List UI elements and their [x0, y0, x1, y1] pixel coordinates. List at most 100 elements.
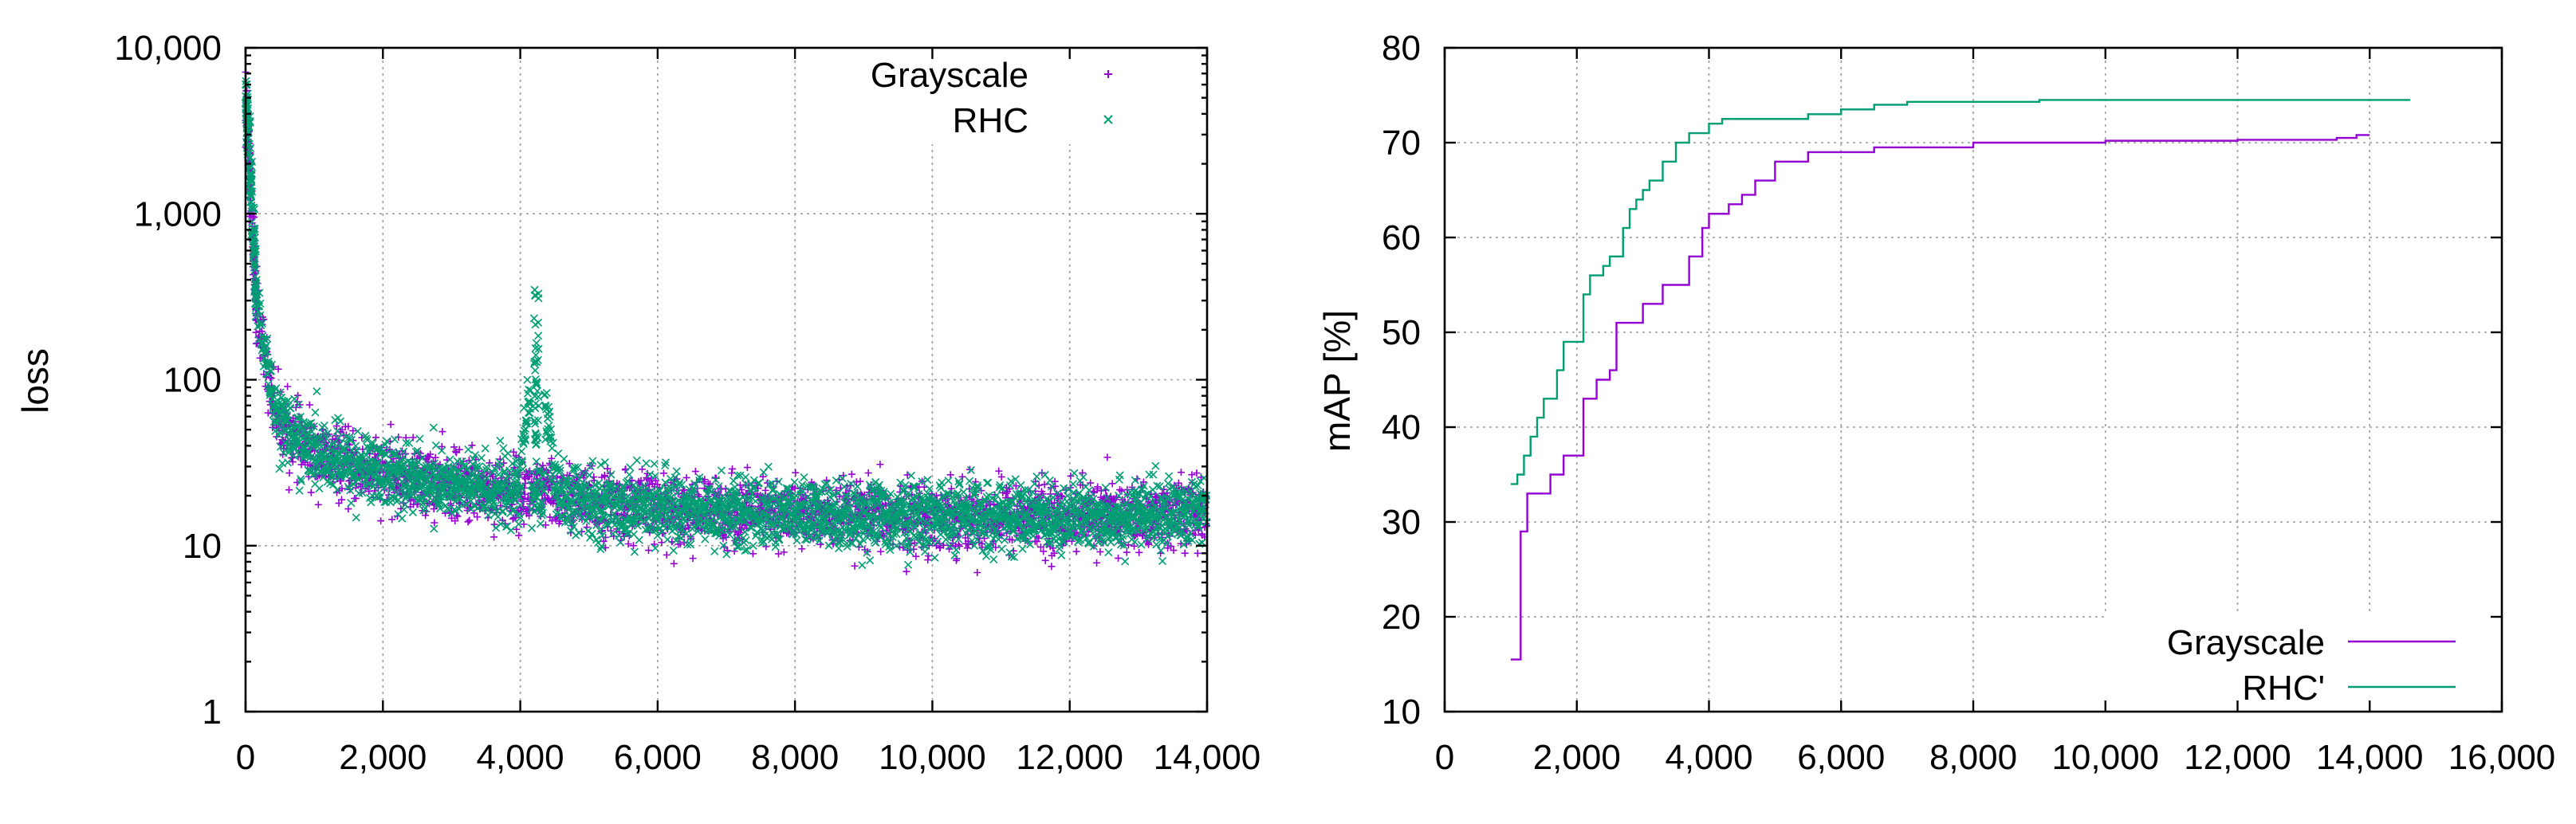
data-point	[398, 514, 407, 523]
data-point	[284, 383, 292, 390]
data-point	[498, 507, 507, 516]
data-point	[642, 459, 651, 468]
data-point	[780, 548, 788, 556]
data-point	[663, 535, 672, 544]
data-point	[851, 562, 859, 570]
data-point	[848, 470, 855, 478]
data-point	[1048, 563, 1056, 571]
data-point	[1032, 477, 1040, 485]
data-point	[459, 457, 467, 465]
data-point	[285, 486, 293, 494]
data-point	[466, 516, 474, 524]
data-point	[630, 547, 639, 556]
data-point	[452, 448, 460, 456]
data-point	[372, 434, 380, 441]
data-point	[1108, 480, 1116, 488]
data-point	[256, 354, 264, 362]
data-point	[336, 417, 345, 426]
data-point	[743, 464, 751, 472]
data-point	[600, 473, 608, 481]
data-point	[676, 540, 684, 548]
data-point	[741, 473, 750, 481]
data-point	[548, 517, 556, 525]
data-point	[632, 456, 641, 465]
data-point	[1193, 469, 1201, 477]
data-point	[517, 447, 526, 456]
data-point	[486, 459, 494, 467]
data-point	[604, 465, 612, 473]
data-point	[670, 559, 678, 567]
data-point	[289, 458, 297, 466]
data-point	[523, 375, 532, 384]
loss-chart-grid	[246, 48, 1207, 712]
data-point	[438, 442, 446, 450]
data-point	[258, 328, 265, 335]
data-point	[388, 516, 396, 524]
data-point	[305, 401, 313, 409]
data-point	[439, 428, 446, 436]
data-point	[525, 512, 533, 520]
data-point	[464, 445, 473, 454]
data-point	[548, 454, 556, 462]
data-point	[520, 520, 528, 528]
data-point	[719, 535, 727, 543]
data-point	[973, 569, 981, 577]
data-point	[320, 421, 328, 430]
data-point	[1041, 556, 1049, 564]
data-point	[1093, 559, 1101, 567]
data-point	[455, 445, 463, 453]
data-point	[464, 518, 472, 526]
data-point	[565, 460, 573, 468]
data-point	[307, 489, 315, 496]
data-point	[706, 481, 714, 489]
data-point	[332, 426, 342, 435]
data-point	[337, 477, 345, 485]
data-point	[651, 477, 659, 485]
data-point	[644, 547, 652, 555]
data-point	[877, 547, 885, 555]
data-point	[509, 448, 517, 456]
loss-chart-panel: 0 2,000 4,000 6,000 8,000 10,000 12,000 14,0001…	[14, 29, 1260, 777]
data-point	[691, 468, 699, 476]
data-point	[468, 441, 476, 449]
data-point	[764, 462, 773, 471]
data-point	[864, 469, 872, 477]
data-point	[408, 508, 417, 516]
data-point	[1096, 547, 1104, 555]
data-point	[313, 386, 321, 396]
data-point	[546, 513, 554, 521]
data-point	[946, 471, 954, 479]
data-point	[431, 453, 439, 461]
data-point	[689, 555, 697, 563]
data-point	[629, 542, 637, 550]
data-point	[761, 486, 769, 494]
data-point	[722, 550, 731, 559]
data-point	[427, 450, 435, 458]
data-point	[643, 469, 651, 477]
data-point	[774, 550, 782, 558]
data-point	[1072, 547, 1080, 555]
data-point	[332, 422, 340, 430]
data-point	[672, 467, 681, 476]
data-point	[431, 519, 439, 527]
data-point	[876, 461, 884, 469]
data-point	[1194, 549, 1201, 557]
data-point	[429, 423, 438, 432]
data-point	[347, 499, 356, 508]
data-point	[527, 524, 537, 532]
data-point	[285, 469, 293, 477]
data-point	[377, 517, 385, 525]
data-point	[422, 512, 430, 520]
data-point	[1188, 471, 1196, 479]
loss-chart-marks	[241, 69, 1211, 577]
data-point	[749, 550, 757, 558]
data-point	[663, 551, 671, 559]
data-point	[1103, 453, 1111, 461]
data-point	[337, 496, 345, 504]
data-point	[963, 544, 971, 552]
data-point	[728, 465, 736, 473]
data-point	[717, 466, 726, 475]
data-point	[1181, 549, 1189, 557]
data-point	[474, 513, 482, 521]
data-point	[798, 545, 806, 553]
